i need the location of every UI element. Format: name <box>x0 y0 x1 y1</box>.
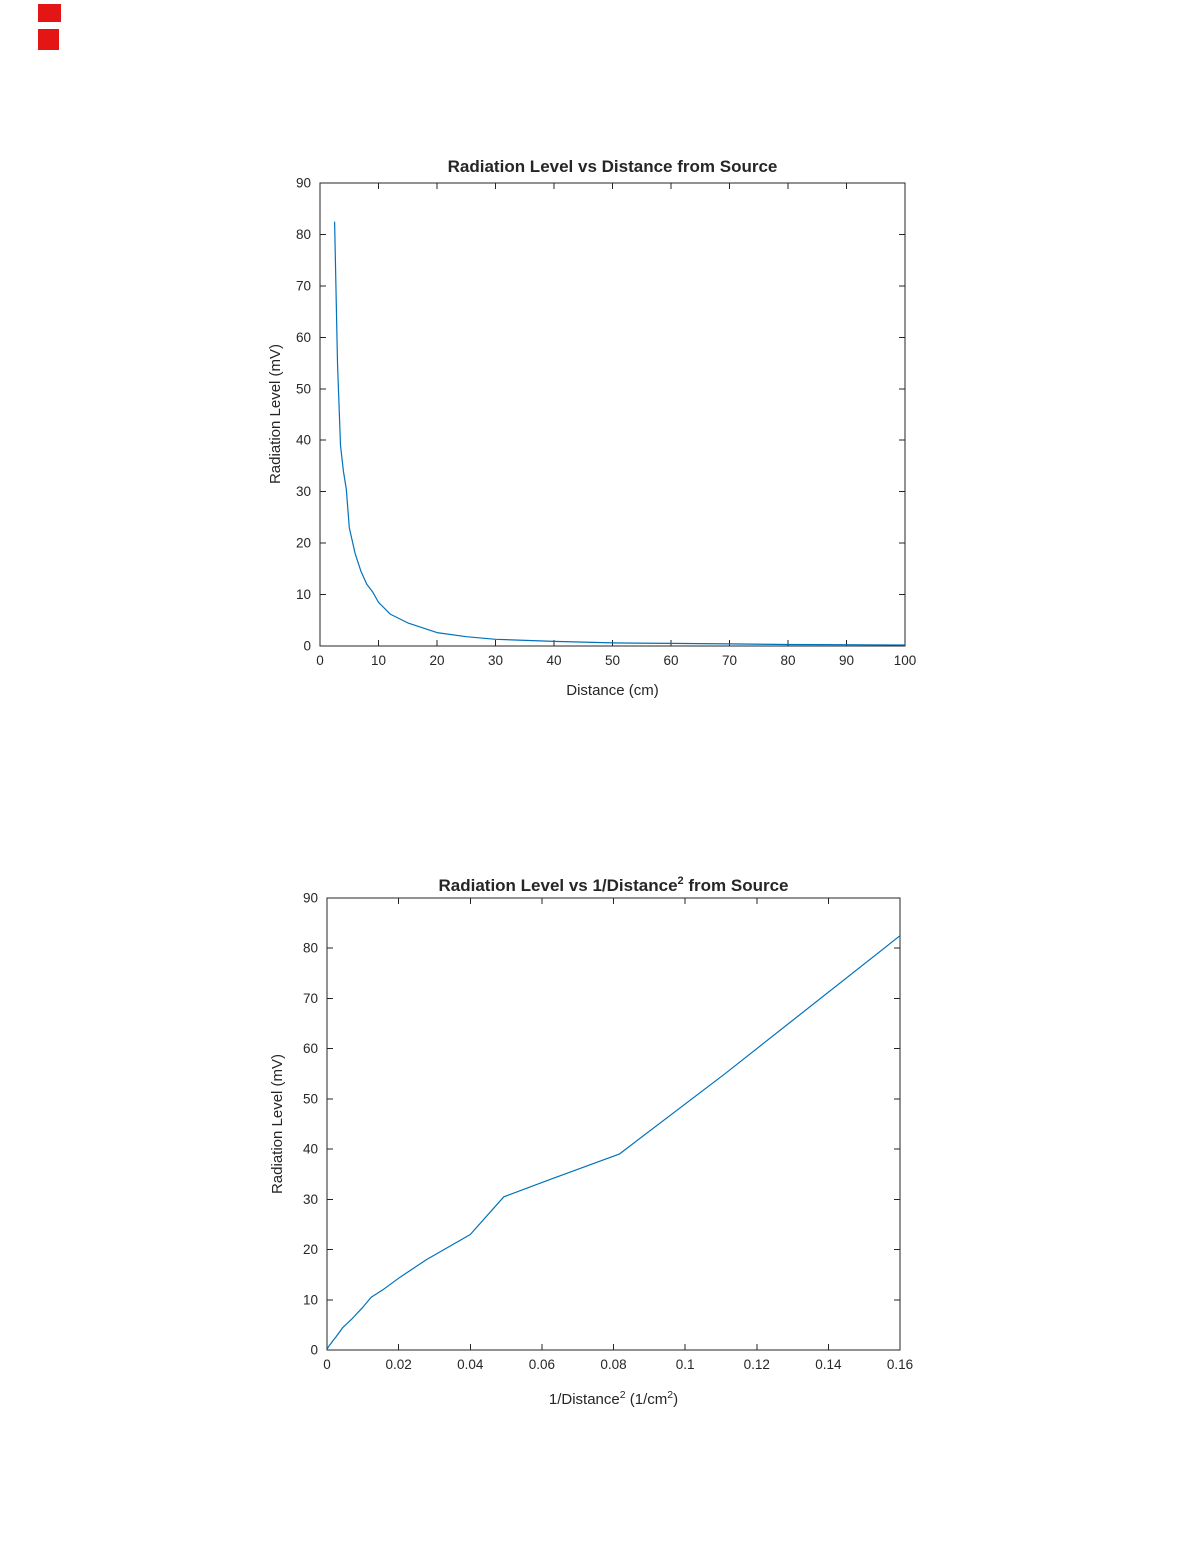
y-tick-label: 50 <box>296 381 311 396</box>
y-tick-label: 0 <box>310 1343 318 1358</box>
chart2-axes: 0 0.02 0.04 0.06 0.08 0.1 0.12 0.14 0.16 0 10 20 30 4… <box>303 891 913 1373</box>
x-tick-label: 20 <box>429 653 444 668</box>
chart1-xlabel: Distance (cm) <box>566 682 659 699</box>
chart2-series-line <box>326 935 901 1350</box>
chart2-xlabel-sup1: 2 <box>620 1389 626 1401</box>
chart2-xlabel: 1/Distance2 (1/cm2) <box>549 1389 678 1408</box>
x-tick-label: 70 <box>722 653 737 668</box>
y-tick-label: 10 <box>303 1292 318 1307</box>
chart1-series-line <box>334 221 906 646</box>
x-tick-label: 30 <box>488 653 503 668</box>
y-tick-label: 60 <box>296 330 311 345</box>
red-corner-mark <box>38 4 61 22</box>
x-tick-label: 40 <box>546 653 561 668</box>
chart2-title-pre: Radiation Level vs 1/Distance <box>438 876 677 895</box>
x-tick-label: 0.08 <box>600 1357 626 1372</box>
chart-radiation-vs-distance: 0 10 20 30 40 50 60 70 80 90 100 0 10 20 30 40 50 60 70 80 9… <box>267 157 916 699</box>
y-tick-label: 70 <box>303 991 318 1006</box>
chart-radiation-vs-inverse-square-distance: 0 0.02 0.04 0.06 0.08 0.1 0.12 0.14 0.16 0 10 20 30 4… <box>269 875 913 1408</box>
x-tick-label: 100 <box>894 653 917 668</box>
chart1-title: Radiation Level vs Distance from Source <box>448 157 778 176</box>
chart2-xlabel-mid: (1/cm <box>626 1391 668 1408</box>
x-tick-label: 0.1 <box>676 1357 695 1372</box>
y-tick-label: 60 <box>303 1041 318 1056</box>
x-tick-label: 0 <box>323 1357 331 1372</box>
y-tick-label: 20 <box>303 1242 318 1257</box>
x-tick-label: 80 <box>780 653 795 668</box>
chart2-title-sup: 2 <box>678 875 684 887</box>
x-tick-label: 0.14 <box>815 1357 842 1372</box>
y-tick-label: 10 <box>296 587 311 602</box>
x-tick-label: 0 <box>316 653 324 668</box>
y-tick-label: 70 <box>296 278 311 293</box>
chart2-title: Radiation Level vs 1/Distance2 from Sour… <box>438 875 788 895</box>
y-tick-label: 40 <box>303 1142 318 1157</box>
x-tick-label: 50 <box>605 653 620 668</box>
chart2-xlabel-post: ) <box>673 1391 678 1408</box>
y-tick-label: 0 <box>303 639 311 654</box>
chart1-axes: 0 10 20 30 40 50 60 70 80 90 100 0 10 20 30 40 50 60 70 80 9… <box>296 176 916 669</box>
y-tick-label: 90 <box>303 891 318 906</box>
chart2-ylabel: Radiation Level (mV) <box>269 1054 286 1194</box>
x-tick-label: 60 <box>663 653 678 668</box>
plot-box <box>319 182 906 647</box>
y-tick-label: 20 <box>296 536 311 551</box>
chart1-ylabel: Radiation Level (mV) <box>267 344 284 484</box>
chart2-title-post: from Source <box>684 876 789 895</box>
y-tick-label: 50 <box>303 1091 318 1106</box>
x-tick-label: 0.04 <box>457 1357 484 1372</box>
chart2-xlabel-pre: 1/Distance <box>549 1391 620 1408</box>
x-tick-label: 0.12 <box>744 1357 770 1372</box>
y-tick-label: 30 <box>303 1192 318 1207</box>
x-tick-label: 0.02 <box>385 1357 411 1372</box>
x-tick-label: 90 <box>839 653 854 668</box>
y-tick-label: 80 <box>296 227 311 242</box>
y-tick-label: 90 <box>296 176 311 191</box>
x-tick-label: 0.16 <box>887 1357 913 1372</box>
red-corner-mark <box>38 29 59 50</box>
x-tick-label: 0.06 <box>529 1357 555 1372</box>
y-tick-label: 40 <box>296 433 311 448</box>
x-tick-label: 10 <box>371 653 386 668</box>
plot-box <box>326 897 901 1351</box>
y-tick-label: 30 <box>296 484 311 499</box>
chart2-xlabel-sup2: 2 <box>667 1389 673 1401</box>
y-tick-label: 80 <box>303 941 318 956</box>
